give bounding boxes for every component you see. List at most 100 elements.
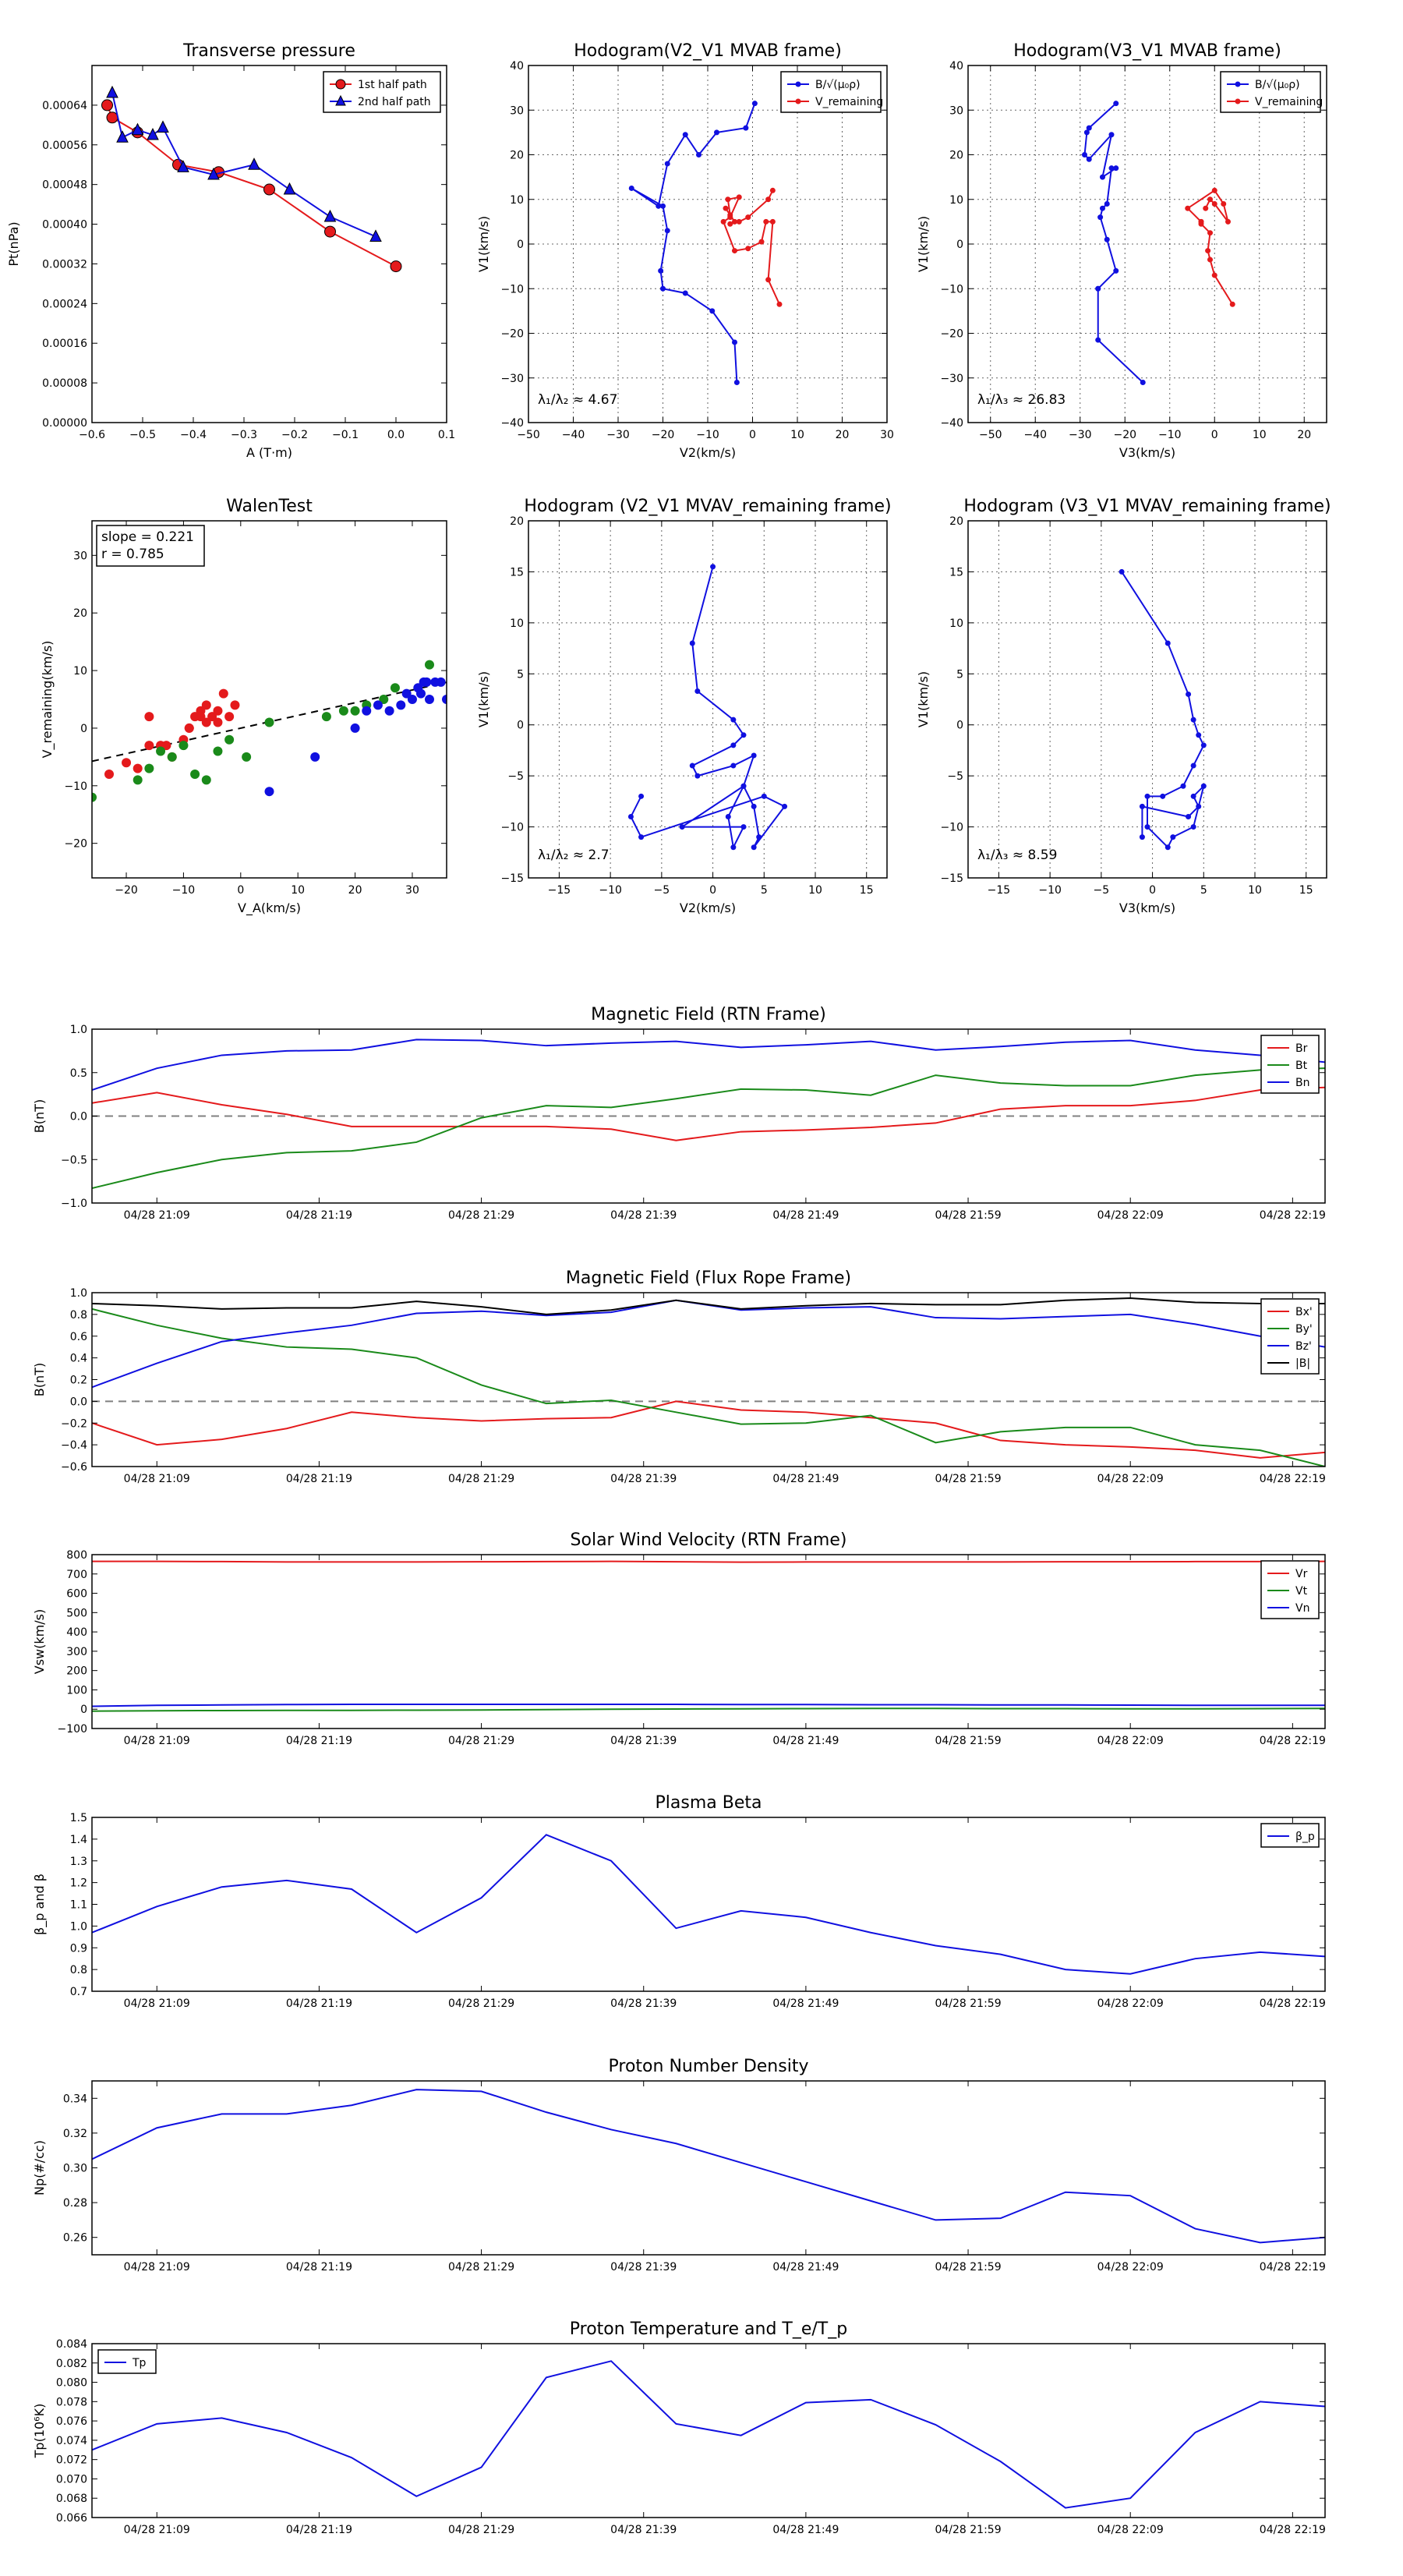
y-tick-label: −5 — [507, 770, 524, 783]
y-tick-label: 600 — [66, 1588, 87, 1601]
data-point — [1097, 214, 1104, 221]
y-tick-label: 0.074 — [56, 2435, 87, 2447]
y-tick-label: 40 — [510, 60, 524, 73]
x-tick-label: −15 — [988, 884, 1011, 897]
y-tick-label: 5 — [517, 668, 524, 681]
y-tick-label: 30 — [949, 104, 963, 117]
data-point — [763, 218, 769, 225]
eigenvalue-ratio-annotation: λ₁/λ₃ ≈ 26.83 — [977, 392, 1066, 408]
fit-line — [92, 681, 447, 763]
data-point — [1108, 132, 1115, 138]
data-point — [1100, 205, 1105, 211]
x-tick-label: −10 — [1158, 429, 1182, 441]
data-point — [144, 741, 154, 751]
y-tick-label: 10 — [510, 617, 524, 630]
x-tick-label: 0 — [237, 884, 244, 897]
x-tick-label: 04/28 22:09 — [1097, 1997, 1164, 2010]
data-point — [401, 688, 412, 699]
x-tick-label: −20 — [1113, 429, 1136, 441]
data-point — [730, 844, 737, 851]
x-tick-label: 04/28 21:59 — [935, 2261, 1001, 2273]
plot-data — [92, 1560, 1325, 1712]
x-tick-label: 04/28 21:29 — [448, 1735, 514, 1747]
data-point — [1185, 205, 1191, 211]
data-point — [224, 712, 235, 722]
data-point — [740, 783, 747, 789]
legend-label: 1st half path — [358, 79, 427, 91]
y-axis-label: Np(#/cc) — [32, 2140, 47, 2196]
x-tick-label: 04/28 21:39 — [610, 1735, 677, 1747]
x-tick-label: 04/28 22:19 — [1260, 1735, 1326, 1747]
data-point — [350, 706, 360, 716]
plot-data — [92, 1039, 1325, 1190]
y-tick-label: 0.00040 — [42, 219, 87, 232]
plot-data — [1119, 568, 1207, 851]
data-point — [1207, 257, 1213, 263]
data-point — [694, 773, 701, 779]
x-tick-label: 10 — [1253, 429, 1267, 441]
y-tick-label: 800 — [66, 1549, 87, 1562]
data-point — [264, 787, 274, 797]
data-point — [751, 101, 758, 107]
plot-data — [627, 564, 788, 851]
x-axis-label: V3(km/s) — [1119, 901, 1175, 915]
y-tick-label: 0.9 — [70, 1942, 87, 1955]
data-point — [263, 183, 275, 196]
y-tick-label: 0.7 — [70, 1986, 87, 1998]
x-tick-label: 20 — [348, 884, 362, 897]
x-axis-label: A (T·m) — [246, 445, 292, 460]
x-tick-label: 04/28 21:39 — [610, 1473, 677, 1485]
data-point — [369, 229, 382, 242]
series-line-Tp — [92, 2360, 1325, 2509]
x-tick-label: 04/28 21:09 — [124, 2524, 190, 2536]
series-line-Vn — [92, 1704, 1325, 1707]
x-tick-label: 20 — [1297, 429, 1311, 441]
y-tick-label: 0.8 — [70, 1309, 87, 1322]
series-line-2nd half path — [111, 92, 376, 238]
legend-label: 2nd half path — [358, 96, 431, 108]
plot-frame — [528, 520, 888, 879]
x-tick-label: 04/28 21:19 — [286, 2261, 352, 2273]
y-tick-label: 0 — [956, 239, 963, 251]
x-tick-label: 04/28 21:29 — [448, 2261, 514, 2273]
series-line-|B| — [92, 1297, 1325, 1315]
chart-title: Proton Temperature and T_e/T_p — [570, 2319, 847, 2339]
data-point — [769, 187, 776, 193]
x-tick-label: −10 — [1038, 884, 1062, 897]
x-axis-label: V2(km/s) — [680, 445, 736, 460]
data-point — [1095, 337, 1101, 343]
data-point — [323, 209, 337, 222]
chart-walen: −20 −10 0 10 20 30 −20 −10 0 10 20 30 WalenTest V_A(k… — [40, 497, 447, 916]
data-point — [167, 752, 177, 762]
legend-label: Bx' — [1295, 1306, 1313, 1318]
data-point — [710, 564, 716, 570]
y-tick-label: 0.076 — [56, 2415, 87, 2428]
data-point — [248, 157, 260, 170]
chart-tp_temp: 04/28 21:09 04/28 21:19 04/28 21:29 04/28 2… — [32, 2319, 1326, 2536]
y-tick-label: 20 — [73, 607, 87, 620]
y-tick-label: 30 — [73, 550, 87, 562]
x-tick-label: −0.3 — [231, 429, 257, 441]
data-point — [1200, 742, 1207, 748]
data-point — [765, 277, 772, 283]
chart-title: Hodogram(V3_V1 MVAB frame) — [1013, 41, 1281, 61]
x-tick-label: 10 — [291, 884, 305, 897]
data-point — [727, 221, 733, 227]
data-point — [1108, 165, 1115, 172]
y-axis-label: V1(km/s) — [916, 671, 931, 727]
legend-marker — [335, 94, 346, 106]
y-tick-label: 10 — [949, 617, 963, 630]
legend-marker — [335, 79, 346, 90]
x-tick-label: 15 — [1299, 884, 1313, 897]
x-tick-label: 04/28 22:19 — [1260, 1209, 1326, 1222]
y-tick-label: −15 — [940, 872, 963, 885]
chart-title: Proton Number Density — [609, 2057, 809, 2076]
data-point — [732, 248, 737, 254]
y-tick-label: 0.00008 — [42, 377, 87, 390]
series-line-trace — [630, 566, 786, 850]
x-tick-label: 04/28 22:09 — [1097, 1473, 1164, 1485]
x-tick-label: −5 — [1094, 884, 1110, 897]
data-point — [1140, 379, 1146, 385]
data-point — [664, 228, 670, 234]
x-tick-label: −20 — [115, 884, 138, 897]
